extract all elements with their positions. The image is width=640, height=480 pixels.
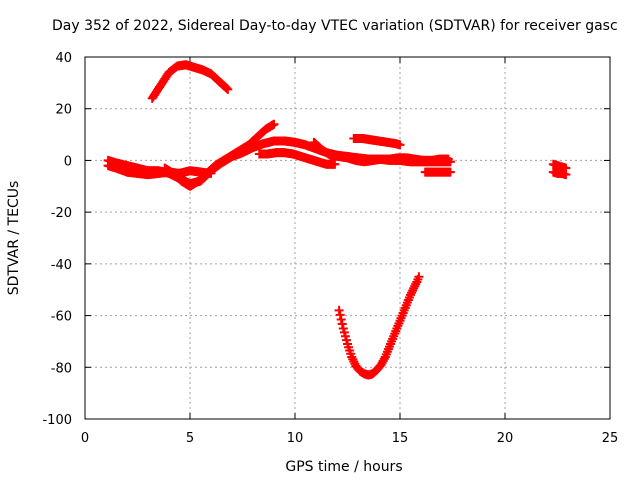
x-tick-label: 5 bbox=[186, 431, 194, 446]
y-tick-label: -20 bbox=[51, 206, 72, 221]
data-series bbox=[103, 60, 571, 380]
series-arc-h bbox=[548, 159, 571, 180]
data-point bbox=[334, 305, 344, 315]
y-tick-label: 40 bbox=[55, 51, 72, 66]
data-point bbox=[379, 354, 389, 364]
y-tick-label: 20 bbox=[55, 103, 72, 118]
series-arc-g bbox=[420, 167, 455, 177]
x-tick-label: 15 bbox=[392, 431, 409, 446]
data-point bbox=[414, 272, 424, 282]
plot-frame bbox=[84, 56, 611, 420]
series-arc-f bbox=[349, 133, 405, 150]
grid bbox=[85, 57, 610, 419]
data-point bbox=[269, 119, 279, 129]
series-arc-e bbox=[309, 137, 453, 167]
chart-title: Day 352 of 2022, Sidereal Day-to-day VTE… bbox=[52, 18, 618, 34]
y-tick-label: -100 bbox=[42, 413, 72, 428]
y-axis-label: SDTVAR / TECUs bbox=[6, 181, 22, 296]
data-point bbox=[330, 159, 340, 169]
series-arc-low bbox=[334, 272, 424, 380]
x-axis-label: GPS time / hours bbox=[285, 459, 402, 475]
data-point bbox=[395, 140, 405, 150]
series-arc-d bbox=[254, 148, 340, 169]
x-tick-label: 0 bbox=[81, 431, 89, 446]
x-tick-label: 20 bbox=[497, 431, 514, 446]
data-point bbox=[223, 84, 233, 94]
x-tick-label: 10 bbox=[287, 431, 304, 446]
data-point bbox=[443, 154, 453, 164]
data-point bbox=[445, 167, 455, 177]
y-tick-label: -60 bbox=[51, 310, 72, 325]
data-point bbox=[337, 319, 347, 329]
series-arc-c bbox=[160, 119, 279, 191]
axis-ticks: 0 5 10 15 20 25 -100 -80 -60 -40 -20 0 20 40 bbox=[42, 51, 618, 446]
x-tick-label: 25 bbox=[602, 431, 619, 446]
y-tick-label: 0 bbox=[64, 154, 72, 169]
y-tick-label: -40 bbox=[51, 258, 72, 273]
series-arc-high bbox=[147, 60, 233, 103]
data-point bbox=[335, 310, 345, 320]
data-point bbox=[561, 170, 571, 180]
y-tick-label: -80 bbox=[51, 361, 72, 376]
data-point bbox=[336, 314, 346, 324]
